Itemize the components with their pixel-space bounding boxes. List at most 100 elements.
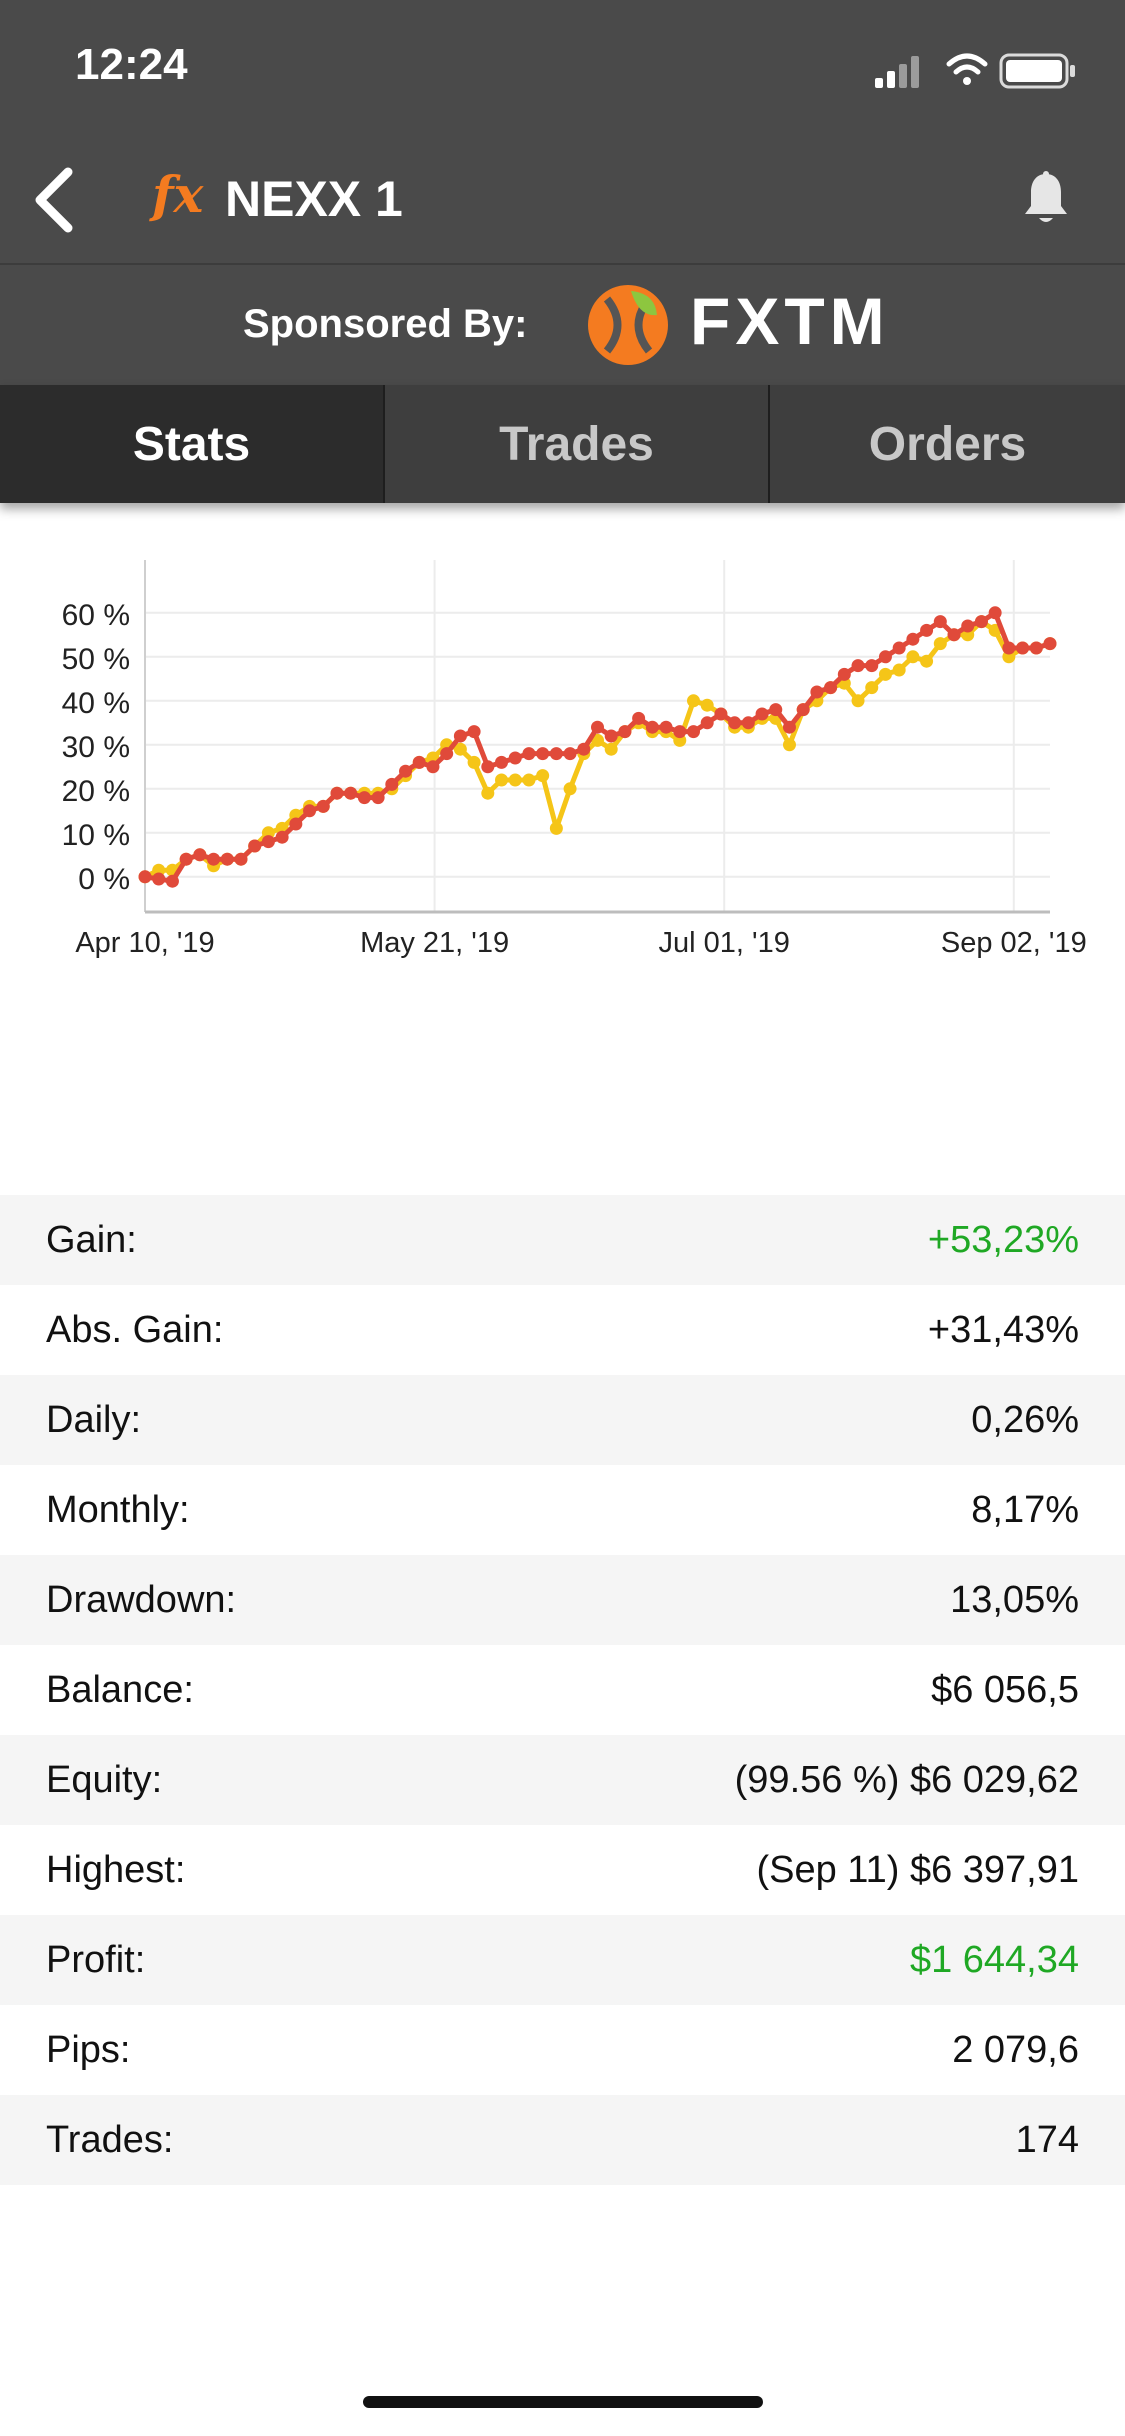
battery-icon xyxy=(999,53,1075,89)
data-point xyxy=(563,782,577,796)
data-point xyxy=(933,637,947,651)
data-point xyxy=(577,742,591,756)
data-point xyxy=(549,747,563,761)
y-tick-label: 50 % xyxy=(62,643,130,676)
data-point xyxy=(234,852,248,866)
data-point xyxy=(892,641,906,655)
data-point xyxy=(714,707,728,721)
stats-list: Gain: +53,23% Abs. Gain: +31,43% Daily: … xyxy=(0,1195,1125,2185)
stat-label: Balance: xyxy=(46,1668,194,1711)
back-button[interactable] xyxy=(20,160,90,240)
data-point xyxy=(453,742,467,756)
tab-stats[interactable]: Stats xyxy=(0,385,383,503)
stat-value: $6 056,5 xyxy=(931,1668,1079,1711)
data-point xyxy=(481,760,495,774)
data-point xyxy=(549,821,563,835)
stat-label: Equity: xyxy=(46,1758,163,1801)
data-point xyxy=(686,694,700,708)
stat-value: 8,17% xyxy=(971,1488,1079,1531)
data-point xyxy=(467,725,481,739)
stat-value: (Sep 11) $6 397,91 xyxy=(756,1848,1079,1891)
stat-value: +53,23% xyxy=(927,1218,1079,1261)
sponsor-name[interactable]: FXTM xyxy=(690,284,890,358)
data-point xyxy=(837,667,851,681)
data-point xyxy=(207,852,221,866)
data-point xyxy=(385,777,399,791)
data-point xyxy=(824,681,838,695)
chevron-left-icon xyxy=(35,167,73,233)
stat-row-gain: Gain: +53,23% xyxy=(0,1195,1125,1285)
data-point xyxy=(604,729,618,743)
data-point xyxy=(344,786,358,800)
y-tick-label: 20 % xyxy=(62,775,130,808)
y-tick-label: 30 % xyxy=(62,731,130,764)
stat-label: Pips: xyxy=(46,2028,131,2071)
data-point xyxy=(303,804,317,818)
y-tick-label: 60 % xyxy=(62,599,130,632)
stat-value: (99.56 %) $6 029,62 xyxy=(734,1758,1079,1801)
data-point xyxy=(755,707,769,721)
tab-divider xyxy=(383,385,385,503)
data-point xyxy=(673,725,687,739)
data-point xyxy=(467,755,481,769)
stat-value: $1 644,34 xyxy=(909,1938,1079,1981)
data-point xyxy=(988,606,1002,620)
stat-label: Highest: xyxy=(46,1848,186,1891)
stat-row-equity: Equity: (99.56 %) $6 029,62 xyxy=(0,1735,1125,1825)
stat-row-profit: Profit: $1 644,34 xyxy=(0,1915,1125,2005)
y-tick-label: 40 % xyxy=(62,687,130,720)
data-point xyxy=(591,720,604,734)
tab-orders[interactable]: Orders xyxy=(868,417,1027,471)
data-point xyxy=(782,738,796,752)
data-point xyxy=(728,716,742,730)
data-point xyxy=(495,755,509,769)
gain-chart[interactable]: 60 % 50 % 40 % 30 % 20 % 10 % 0 % Apr 10, '19 Ma… xyxy=(0,540,1125,980)
top-header xyxy=(0,0,1125,265)
data-point xyxy=(357,791,371,805)
x-tick-label: Apr 10, '19 xyxy=(75,927,214,959)
data-point xyxy=(878,650,892,664)
stat-row-abs-gain: Abs. Gain: +31,43% xyxy=(0,1285,1125,1375)
data-point xyxy=(193,848,207,862)
sponsor-label: Sponsored By: xyxy=(243,302,528,346)
cellular-signal-icon xyxy=(875,56,919,88)
tab-trades[interactable]: Trades xyxy=(499,417,654,471)
data-point xyxy=(275,830,289,844)
data-point xyxy=(700,716,714,730)
data-point xyxy=(604,742,618,756)
y-tick-label: 0 % xyxy=(78,863,130,896)
data-point xyxy=(810,685,824,699)
data-point xyxy=(769,703,783,717)
data-point xyxy=(426,760,440,774)
bell-icon xyxy=(1025,171,1067,222)
home-indicator xyxy=(363,2396,763,2408)
stat-row-daily: Daily: 0,26% xyxy=(0,1375,1125,1465)
data-point xyxy=(686,725,700,739)
header-divider xyxy=(0,263,1125,265)
stat-label: Gain: xyxy=(46,1218,137,1261)
data-point xyxy=(961,619,975,633)
data-point xyxy=(974,615,988,629)
data-point xyxy=(220,852,234,866)
tab-bar: Stats Trades Orders xyxy=(0,385,1125,503)
data-point xyxy=(316,799,330,813)
x-tick-label: May 21, '19 xyxy=(360,927,509,959)
stat-value: +31,43% xyxy=(927,1308,1079,1351)
data-point xyxy=(906,632,920,646)
data-point xyxy=(508,751,522,765)
x-tick-label: Sep 02, '19 xyxy=(941,927,1087,959)
fxtm-logo-icon[interactable] xyxy=(585,285,671,365)
data-point xyxy=(700,698,714,712)
data-point xyxy=(536,747,550,761)
stat-value: 13,05% xyxy=(950,1578,1079,1621)
data-point xyxy=(933,615,947,629)
data-point xyxy=(632,711,646,725)
data-point xyxy=(659,720,673,734)
data-point xyxy=(508,773,522,787)
notifications-button[interactable] xyxy=(1022,170,1070,228)
data-point xyxy=(152,872,166,886)
wifi-icon xyxy=(946,53,988,85)
stat-row-highest: Highest: (Sep 11) $6 397,91 xyxy=(0,1825,1125,1915)
sponsor-bar xyxy=(0,265,1125,385)
stat-value: 2 079,6 xyxy=(952,2028,1079,2071)
